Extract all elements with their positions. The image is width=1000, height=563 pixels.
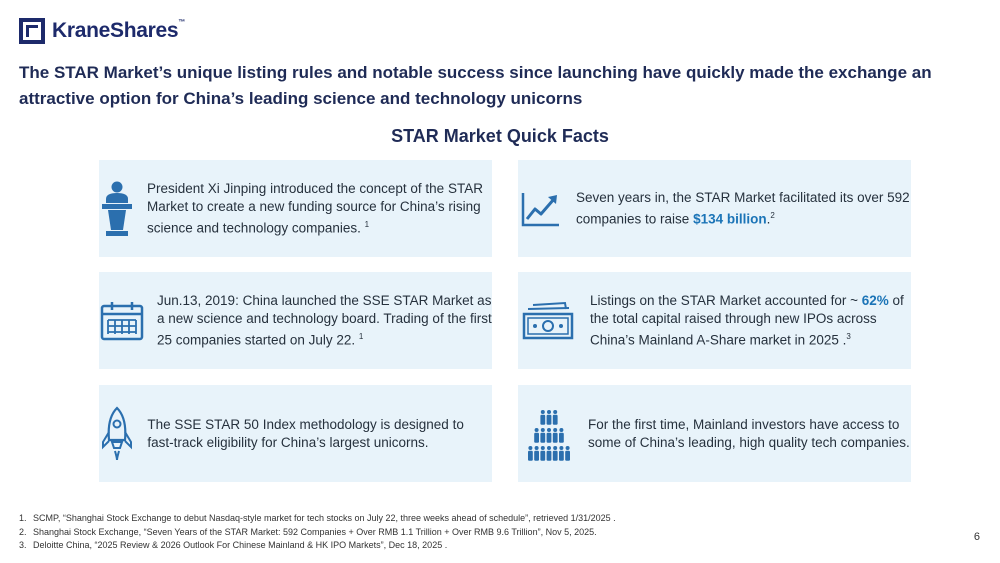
fact-text-1: President Xi Jinping introduced the conc… xyxy=(147,180,483,236)
trend-up-chart-icon xyxy=(521,191,561,227)
calendar-icon xyxy=(100,301,144,341)
money-bills-icon xyxy=(521,301,575,341)
fact-text-3: Jun.13, 2019: China launched the SSE STA… xyxy=(157,292,492,348)
fact-text-2: Seven years in, the STAR Market facilita… xyxy=(576,189,910,227)
footnote-3: 3. Deloitte China, “2025 Review & 2026 Ou… xyxy=(19,540,448,550)
fact-text-4: Listings on the STAR Market accounted fo… xyxy=(590,292,904,348)
fact-card-6: For the first time, Mainland investors h… xyxy=(518,385,911,482)
fact-card-3: Jun.13, 2019: China launched the SSE STA… xyxy=(99,272,492,369)
people-group-icon xyxy=(526,406,572,462)
highlight-value: 62% xyxy=(861,292,889,308)
page-number: 6 xyxy=(973,531,980,543)
footnote-1: 1. SCMP, “Shanghai Stock Exchange to debu… xyxy=(19,513,616,523)
kraneshares-logo-icon xyxy=(19,18,45,44)
podium-speaker-icon xyxy=(100,181,134,237)
rocket-icon xyxy=(100,405,134,462)
fact-card-4: Listings on the STAR Market accounted fo… xyxy=(518,272,911,369)
fact-text-5: The SSE STAR 50 Index methodology is des… xyxy=(147,416,464,450)
footnotes: 1. SCMP, “Shanghai Stock Exchange to debu… xyxy=(19,512,919,553)
page-headline: The STAR Market’s unique listing rules a… xyxy=(19,63,932,108)
kraneshares-logo: KraneShares™ xyxy=(19,18,185,44)
brand-name: KraneShares™ xyxy=(52,19,185,42)
section-title: STAR Market Quick Facts xyxy=(391,126,609,146)
fact-card-1: President Xi Jinping introduced the conc… xyxy=(99,160,492,257)
fact-card-2: Seven years in, the STAR Market facilita… xyxy=(518,160,911,257)
fact-card-5: The SSE STAR 50 Index methodology is des… xyxy=(99,385,492,482)
highlight-value: $134 billion xyxy=(693,211,767,227)
footnote-2: 2. Shanghai Stock Exchange, “Seven Years … xyxy=(19,526,597,537)
fact-text-6: For the first time, Mainland investors h… xyxy=(588,416,910,450)
